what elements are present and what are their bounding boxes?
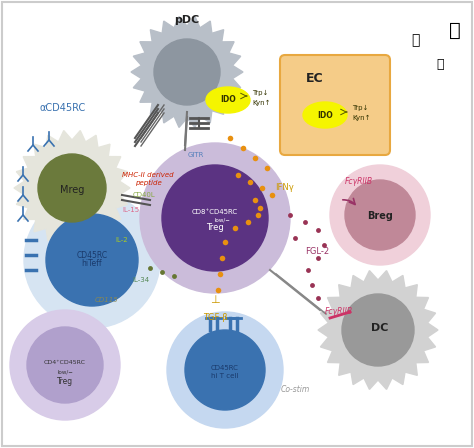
Text: low/−: low/−	[214, 217, 230, 223]
Text: CD40L: CD40L	[132, 192, 155, 198]
Text: IL-34: IL-34	[133, 277, 150, 283]
Circle shape	[185, 330, 265, 410]
Text: αCD45RC: αCD45RC	[40, 103, 86, 113]
Ellipse shape	[206, 87, 250, 113]
Text: peptide: peptide	[135, 180, 161, 186]
Text: Trp↓: Trp↓	[252, 90, 268, 96]
Text: Treg: Treg	[206, 224, 224, 233]
Text: GITR: GITR	[188, 152, 204, 158]
Circle shape	[46, 214, 138, 306]
Text: Kyn↑: Kyn↑	[252, 100, 271, 106]
Text: Breg: Breg	[367, 211, 393, 221]
Ellipse shape	[303, 102, 347, 128]
Circle shape	[24, 192, 160, 328]
Circle shape	[38, 154, 106, 222]
Text: FcγRIIB: FcγRIIB	[325, 307, 353, 316]
Circle shape	[27, 327, 103, 403]
Text: DC: DC	[371, 323, 389, 333]
Text: CD45RC: CD45RC	[211, 365, 239, 371]
Text: pDC: pDC	[174, 15, 200, 25]
Text: CD4⁺CD45RC: CD4⁺CD45RC	[44, 359, 86, 365]
Text: hiTeff: hiTeff	[82, 258, 102, 267]
Text: IDO: IDO	[317, 111, 333, 120]
Text: FGL-2: FGL-2	[305, 247, 329, 257]
Circle shape	[154, 39, 220, 105]
Text: IL-15: IL-15	[123, 207, 140, 213]
Text: MHC-II derived: MHC-II derived	[122, 172, 174, 178]
FancyBboxPatch shape	[280, 55, 390, 155]
Circle shape	[140, 143, 290, 293]
Text: 🧍: 🧍	[449, 21, 461, 39]
Text: ⊥: ⊥	[210, 295, 220, 305]
Text: TGF-β: TGF-β	[202, 314, 228, 323]
Circle shape	[10, 310, 120, 420]
Text: low/−: low/−	[57, 370, 73, 375]
Polygon shape	[131, 17, 243, 127]
Circle shape	[345, 180, 415, 250]
Text: EC: EC	[306, 72, 324, 85]
Text: CD45RC: CD45RC	[76, 250, 108, 259]
Text: Mreg: Mreg	[60, 185, 84, 195]
Polygon shape	[318, 271, 438, 389]
Text: IDO: IDO	[220, 95, 236, 104]
Text: 🐀: 🐀	[411, 33, 419, 47]
Circle shape	[167, 312, 283, 428]
Text: IL-2: IL-2	[115, 237, 128, 243]
Text: FcγRIIB: FcγRIIB	[345, 177, 373, 186]
Text: CD8⁺CD45RC: CD8⁺CD45RC	[192, 209, 238, 215]
Text: hi T cell: hi T cell	[211, 373, 239, 379]
Text: Treg: Treg	[57, 376, 73, 385]
Circle shape	[342, 294, 414, 366]
Circle shape	[162, 165, 268, 271]
Text: CD115: CD115	[94, 297, 118, 303]
Text: Trp↓: Trp↓	[352, 105, 368, 111]
Polygon shape	[14, 130, 130, 246]
Text: 🐁: 🐁	[436, 59, 444, 72]
Text: Co-stim: Co-stim	[281, 385, 310, 395]
Circle shape	[330, 165, 430, 265]
Text: Kyn↑: Kyn↑	[352, 115, 371, 121]
Text: IFNγ: IFNγ	[275, 184, 294, 193]
